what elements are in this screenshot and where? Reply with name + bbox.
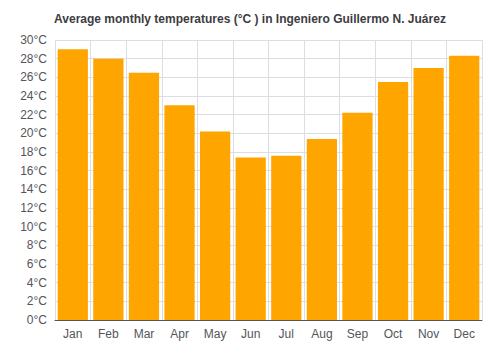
svg-text:24°C: 24°C (20, 89, 47, 103)
svg-text:28°C: 28°C (20, 52, 47, 66)
svg-text:12°C: 12°C (20, 201, 47, 215)
svg-text:Jun: Jun (241, 327, 260, 341)
svg-text:18°C: 18°C (20, 145, 47, 159)
svg-text:26°C: 26°C (20, 70, 47, 84)
svg-text:14°C: 14°C (20, 182, 47, 196)
svg-text:Nov: Nov (418, 327, 439, 341)
svg-text:Oct: Oct (384, 327, 403, 341)
svg-text:8°C: 8°C (27, 238, 47, 252)
svg-text:6°C: 6°C (27, 257, 47, 271)
svg-text:20°C: 20°C (20, 126, 47, 140)
svg-text:Jul: Jul (279, 327, 294, 341)
svg-text:Apr: Apr (170, 327, 189, 341)
svg-text:22°C: 22°C (20, 108, 47, 122)
svg-text:30°C: 30°C (20, 33, 47, 47)
svg-text:Jan: Jan (63, 327, 82, 341)
svg-text:2°C: 2°C (27, 294, 47, 308)
svg-text:Dec: Dec (454, 327, 475, 341)
svg-text:10°C: 10°C (20, 220, 47, 234)
svg-text:May: May (204, 327, 227, 341)
svg-text:Sep: Sep (347, 327, 369, 341)
svg-text:Feb: Feb (98, 327, 119, 341)
svg-text:Average monthly temperatures (: Average monthly temperatures (°C ) in In… (54, 12, 446, 26)
svg-text:16°C: 16°C (20, 164, 47, 178)
svg-text:0°C: 0°C (27, 313, 47, 327)
svg-text:Aug: Aug (311, 327, 332, 341)
svg-text:4°C: 4°C (27, 276, 47, 290)
svg-text:Mar: Mar (134, 327, 155, 341)
